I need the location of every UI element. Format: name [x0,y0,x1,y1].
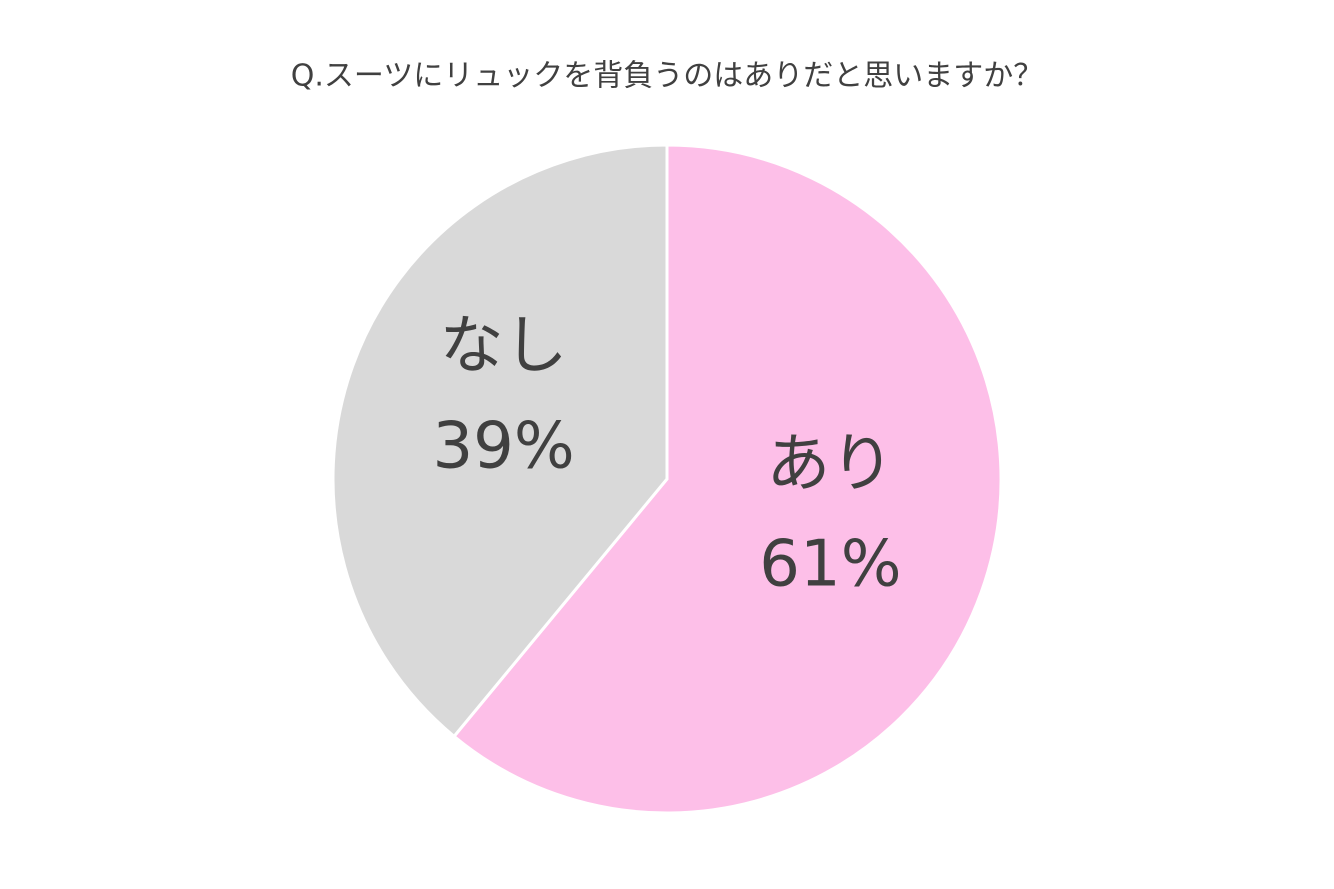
value-label: 39% [432,410,574,484]
pie-slice [331,143,669,739]
slice-label: あり [766,427,894,501]
pie-slice [451,143,1003,815]
chart-title: Q.スーツにリュックを背負うのはありだと思いますか？ [291,59,1044,94]
value-label: 61% [759,527,901,601]
slice-label: なし [440,310,568,384]
